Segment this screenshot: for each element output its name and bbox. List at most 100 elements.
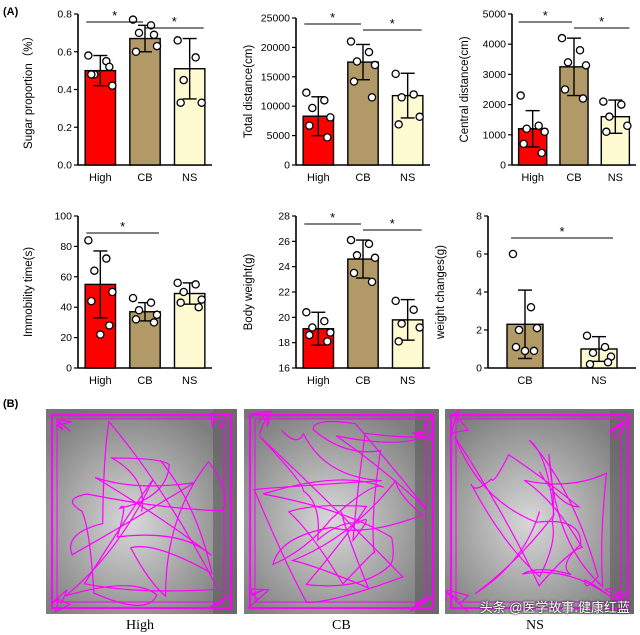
data-point [84, 51, 93, 60]
data-point [128, 15, 138, 24]
track-perimeter [50, 413, 233, 610]
data-point [602, 127, 611, 137]
data-point [349, 77, 359, 86]
data-point [346, 37, 356, 46]
chart-2: 0 1000 2000 3000 4000 5000 Central distance(cm… [459, 8, 636, 184]
data-point [557, 33, 567, 43]
x-tick-label: CB [355, 172, 370, 184]
data-point [409, 305, 418, 314]
y-axis-label: Immobility time(s) [23, 247, 35, 337]
watermark: 头条 @医学故事.健康红蓝 [479, 600, 630, 615]
significance-star: * [559, 224, 564, 239]
y-tick-label: 100 [54, 211, 72, 223]
data-point [108, 81, 117, 90]
data-point [352, 251, 362, 260]
y-tick-label: 3000 [483, 69, 507, 81]
y-tick-label: 28 [278, 211, 290, 223]
data-point [617, 100, 626, 109]
y-tick-label: 26 [278, 236, 290, 248]
x-tick-label: NS [591, 375, 606, 387]
x-tick-label: CB [355, 375, 370, 387]
y-axis-label: Body weight(g) [243, 253, 255, 330]
y-tick-label: 20 [60, 332, 72, 344]
data-point [308, 103, 317, 113]
data-point [394, 120, 403, 129]
data-point [397, 319, 406, 328]
y-tick-label: 0 [284, 160, 290, 172]
data-point [599, 97, 608, 106]
track-box-0 [46, 409, 237, 614]
arena-shadow [610, 409, 634, 614]
y-tick-label: 4000 [483, 39, 507, 51]
track-corner [51, 412, 233, 613]
chart-3: 0 20 40 60 80 100 Immobility time(s) High CB NS * [23, 211, 212, 387]
track-label-high: High [126, 618, 154, 633]
x-tick-label: NS [182, 375, 197, 387]
y-tick-label: 80 [60, 241, 72, 253]
data-point [364, 47, 374, 57]
data-point [370, 253, 380, 263]
significance-star: * [120, 219, 125, 234]
significance-star: * [390, 16, 395, 31]
data-point [391, 296, 400, 306]
track-corner [247, 410, 434, 613]
data-point [134, 305, 144, 315]
y-tick-label: 18 [278, 337, 290, 349]
data-point [560, 85, 570, 94]
x-tick-label: NS [608, 172, 623, 184]
x-tick-label: NS [182, 172, 197, 184]
data-point [415, 112, 424, 122]
data-point [516, 91, 525, 100]
track-label-ns: NS [526, 618, 544, 633]
data-point [367, 277, 377, 287]
data-point [352, 57, 362, 66]
data-point [152, 310, 162, 320]
x-tick-label: High [521, 172, 544, 184]
x-tick-label: CB [517, 375, 532, 387]
data-point [326, 328, 335, 337]
significance-star: * [390, 216, 395, 231]
significance-star: * [172, 14, 177, 29]
y-tick-label: 6 [476, 249, 482, 261]
y-tick-label: 4 [476, 287, 482, 299]
track-label-cb: CB [332, 618, 351, 633]
data-point [391, 69, 400, 79]
track-perimeter-inner [56, 418, 225, 603]
data-point [603, 358, 613, 367]
y-tick-label: 0 [476, 363, 482, 375]
data-point [370, 60, 380, 70]
x-tick-label: CB [137, 375, 152, 387]
x-tick-label: CB [137, 172, 152, 184]
y-axis-label: Central distance(cm) [459, 36, 471, 142]
track-path [65, 420, 226, 606]
significance-star: * [543, 8, 548, 23]
data-point [346, 235, 356, 245]
data-point [349, 268, 359, 278]
y-tick-label: 24 [278, 261, 290, 273]
track-path [253, 420, 430, 604]
y-tick-label: 0 [500, 160, 506, 172]
data-point [519, 139, 528, 149]
y-tick-label: 20 [278, 312, 290, 324]
significance-star: * [599, 14, 604, 29]
track-box-2 [445, 408, 634, 614]
y-tick-label: 0 [66, 363, 72, 375]
x-tick-label: NS [400, 172, 415, 184]
y-tick-label: 2 [476, 325, 482, 337]
panel-a-label: (A) [3, 6, 19, 18]
data-point [105, 62, 114, 72]
data-point [532, 323, 542, 333]
y-axis-label: weight changes(g) [435, 245, 447, 340]
data-point [191, 280, 200, 289]
bar-charts: 0.0 0.2 0.4 0.6 0.8 Sugar proportion（%） High CB… [22, 8, 636, 387]
data-point [131, 315, 141, 324]
y-tick-label: 8 [476, 211, 482, 223]
x-tick-label: High [89, 375, 112, 387]
data-point [194, 302, 203, 312]
data-point [173, 278, 182, 288]
x-tick-label: High [307, 172, 330, 184]
data-point [149, 318, 159, 327]
data-point [308, 323, 317, 332]
data-point [105, 321, 114, 330]
